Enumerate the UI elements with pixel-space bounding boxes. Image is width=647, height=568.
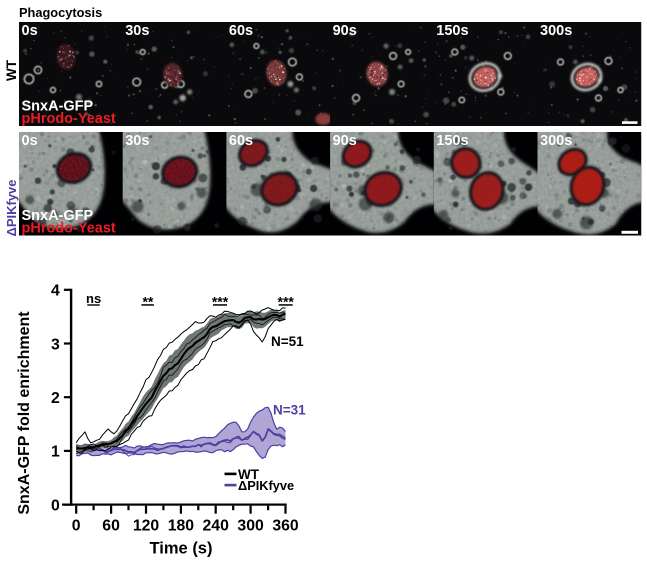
svg-text:0s: 0s [22, 23, 38, 39]
svg-text:120: 120 [133, 518, 160, 535]
svg-text:WT: WT [238, 467, 260, 482]
svg-text:pHrodo-Yeast: pHrodo-Yeast [22, 111, 116, 127]
svg-text:180: 180 [168, 518, 195, 535]
svg-text:***: *** [212, 294, 229, 310]
svg-text:4: 4 [51, 283, 60, 300]
svg-text:1: 1 [51, 444, 60, 461]
svg-text:ΔPIKfyve: ΔPIKfyve [4, 179, 19, 236]
svg-text:ns: ns [86, 291, 101, 306]
svg-text:150s: 150s [436, 133, 468, 149]
svg-text:N=31: N=31 [273, 403, 306, 418]
svg-text:0: 0 [51, 497, 60, 514]
svg-text:***: *** [278, 294, 295, 310]
svg-text:pHrodo-Yeast: pHrodo-Yeast [22, 221, 116, 237]
svg-text:0: 0 [72, 518, 81, 535]
svg-text:Phagocytosis: Phagocytosis [19, 5, 102, 20]
svg-text:SnxA-GFP: SnxA-GFP [22, 208, 94, 224]
svg-text:30s: 30s [125, 23, 149, 39]
svg-text:90s: 90s [333, 23, 357, 39]
svg-text:SnxA-GFP: SnxA-GFP [22, 99, 94, 115]
svg-text:2: 2 [51, 390, 60, 407]
svg-text:0s: 0s [22, 133, 38, 149]
svg-text:WT: WT [4, 59, 19, 81]
svg-text:300s: 300s [540, 133, 572, 149]
svg-text:150s: 150s [436, 23, 468, 39]
svg-text:SnxA-GFP fold enrichment: SnxA-GFP fold enrichment [16, 311, 33, 515]
svg-text:240: 240 [203, 518, 230, 535]
svg-text:300s: 300s [540, 23, 572, 39]
svg-text:60s: 60s [229, 23, 253, 39]
svg-text:Time (s): Time (s) [150, 540, 213, 558]
svg-text:3: 3 [51, 336, 60, 353]
svg-text:300: 300 [237, 518, 264, 535]
svg-text:360: 360 [272, 518, 299, 535]
svg-text:30s: 30s [125, 133, 149, 149]
svg-text:ΔPIKfyve: ΔPIKfyve [238, 478, 294, 493]
svg-text:N=51: N=51 [271, 334, 304, 349]
svg-text:60s: 60s [229, 133, 253, 149]
svg-text:60: 60 [102, 518, 120, 535]
svg-text:90s: 90s [333, 133, 357, 149]
svg-text:**: ** [142, 294, 153, 310]
